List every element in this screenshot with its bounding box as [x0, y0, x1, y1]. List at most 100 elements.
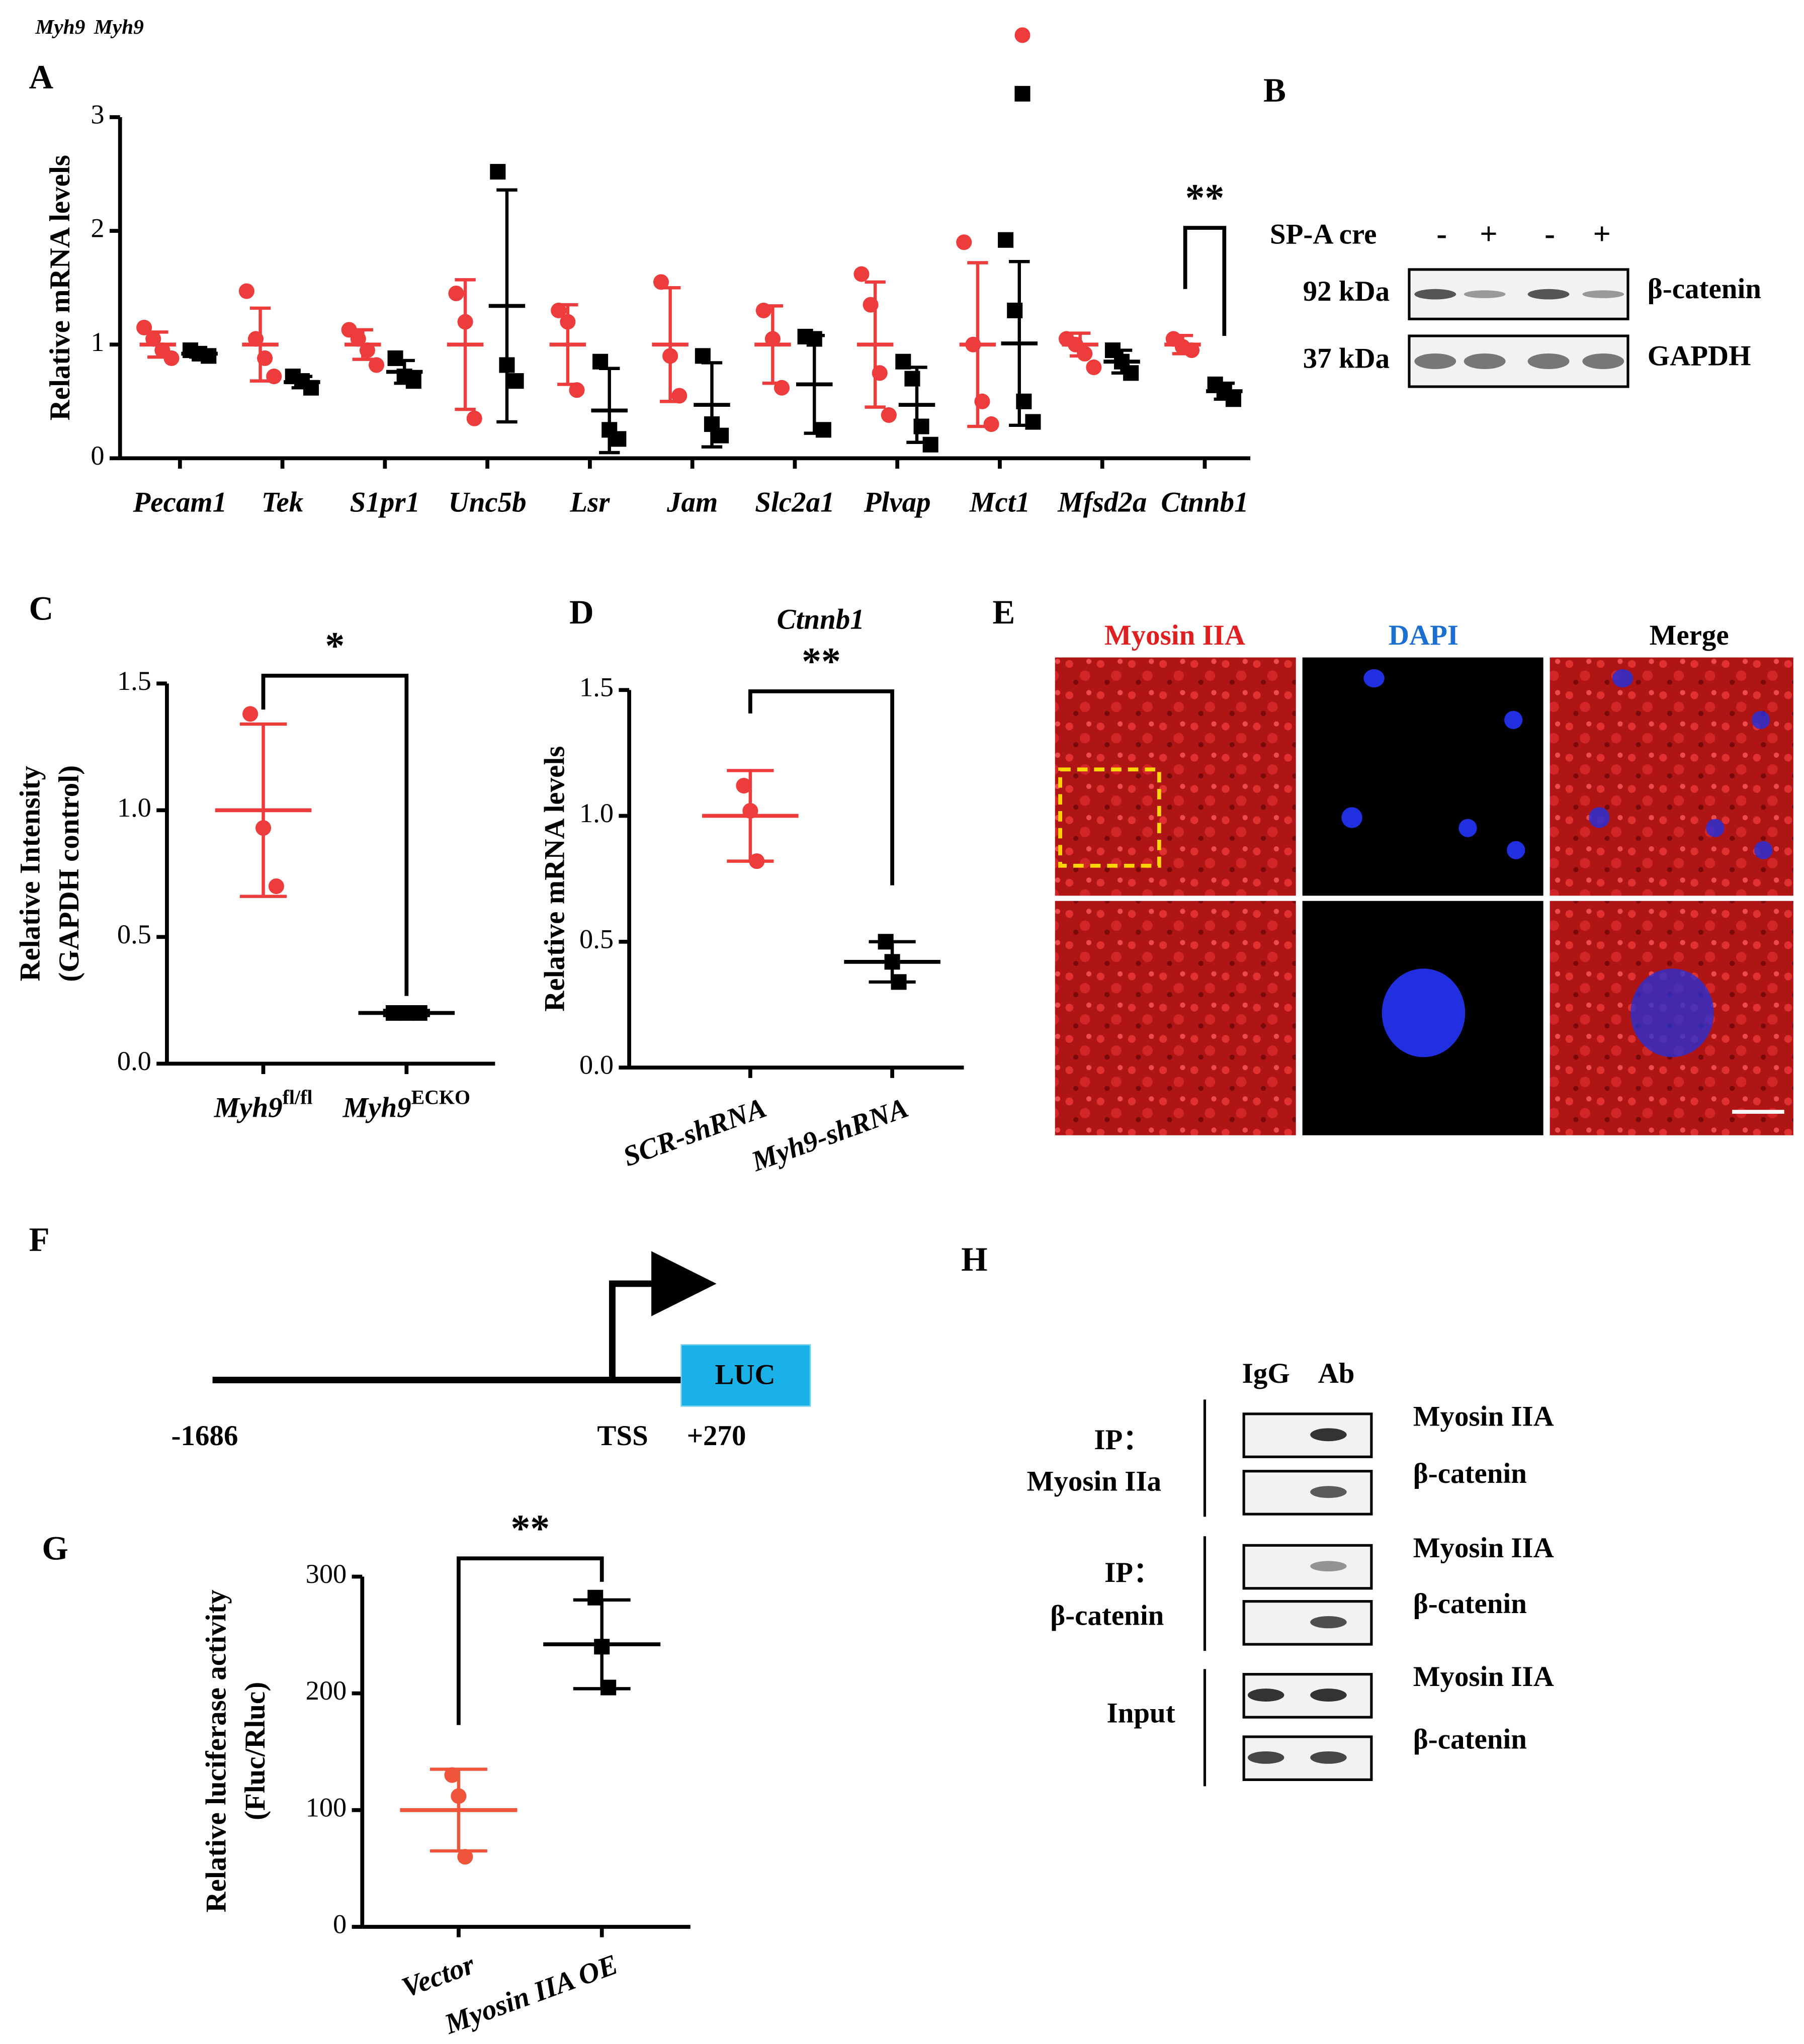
image-dapi [1302, 657, 1543, 896]
y-tick-label: 200 [306, 1675, 347, 1706]
legend-label-base: Myh9 [35, 15, 85, 38]
panel-label: B [1263, 71, 1286, 109]
group-label: β-catenin [1050, 1599, 1164, 1631]
y-axis-label: (GAPDH control) [53, 765, 85, 982]
data-point [884, 954, 900, 970]
y-tick-label: 0.0 [579, 1050, 614, 1080]
x-tick-label: Plvap [864, 487, 931, 518]
data-point [242, 706, 259, 722]
panel-label: E [992, 593, 1015, 631]
y-tick-label: 0.5 [117, 919, 151, 949]
x-tick-label: SCR-shRNA [619, 1092, 770, 1173]
x-tick-label: Vector [398, 1948, 479, 2004]
data-point [1025, 414, 1041, 430]
data-point [268, 878, 284, 895]
panel-label: G [42, 1530, 68, 1567]
y-axis-label: (Fluc/Rluc) [239, 1682, 271, 1820]
significance-bracket [261, 673, 409, 996]
significance-label: ** [802, 640, 841, 683]
tss-arrow [609, 1251, 717, 1380]
data-point [853, 266, 870, 282]
blot-band [1310, 1688, 1347, 1702]
y-axis-label: Relative mRNA levels [539, 746, 571, 1012]
blot-band [1247, 1751, 1284, 1764]
data-point [145, 331, 161, 347]
data-point [257, 350, 273, 366]
data-point [444, 1767, 460, 1783]
data-point [611, 431, 627, 447]
blot-band [1247, 1688, 1284, 1702]
lane-label: Ab [1318, 1358, 1355, 1389]
significance-label: ** [510, 1506, 550, 1550]
blot-band [1310, 1428, 1347, 1442]
data-point [569, 382, 585, 398]
lane-sign: + [1593, 217, 1610, 251]
data-point [136, 319, 152, 335]
group-label: IP： [1094, 1424, 1151, 1456]
image-myosin [1055, 657, 1296, 896]
data-point [490, 164, 506, 180]
group-label: Input [1107, 1698, 1175, 1729]
data-point [695, 348, 711, 364]
x-tick-label: S1pr1 [350, 487, 420, 518]
data-point [662, 348, 678, 364]
band-label: GAPDH [1648, 340, 1751, 372]
data-point [974, 393, 990, 409]
y-tick-label: 0.5 [579, 924, 614, 954]
data-point [1014, 27, 1030, 43]
blot-band [1582, 353, 1624, 370]
band-size: 37 kDa [1303, 343, 1390, 375]
data-point [742, 803, 758, 819]
data-point [998, 232, 1014, 248]
blot-band [1464, 353, 1506, 370]
data-point [956, 234, 972, 250]
band-label: β-catenin [1413, 1588, 1527, 1620]
diagram-label: +270 [687, 1420, 746, 1452]
lane-label: IgG [1242, 1358, 1290, 1389]
data-point [368, 357, 385, 373]
data-point [1123, 365, 1139, 381]
data-point [713, 427, 729, 443]
chart-title: Ctnnb1 [777, 604, 865, 636]
data-point [594, 1639, 610, 1655]
data-point [238, 283, 254, 299]
data-point [965, 336, 981, 352]
image-column-label: DAPI [1389, 619, 1458, 651]
data-point [587, 1589, 604, 1606]
blot-band [1527, 353, 1570, 370]
y-tick-label: 0 [333, 1909, 347, 1939]
data-point [350, 331, 366, 347]
y-tick-label: 2 [91, 213, 104, 243]
data-point [499, 357, 515, 373]
x-tick-label: Pecam1 [132, 487, 227, 518]
data-point [508, 373, 524, 389]
data-point [1086, 359, 1102, 376]
lane-sign: + [1480, 217, 1497, 251]
blot-band [1310, 1751, 1347, 1764]
data-point [891, 974, 907, 990]
data-point [359, 342, 375, 359]
band-size: 92 kDa [1303, 276, 1390, 307]
panel-label: H [961, 1240, 987, 1278]
group-label: Myosin IIa [1027, 1466, 1161, 1497]
data-point [774, 380, 790, 396]
zoom-box [1058, 767, 1161, 868]
band-label: β-catenin [1413, 1458, 1527, 1489]
promoter-diagram [212, 1251, 811, 1407]
data-point [764, 331, 781, 347]
significance-label: * [325, 624, 345, 667]
data-point [1016, 393, 1032, 409]
significance-bracket [1183, 226, 1227, 336]
blot-band [1310, 1561, 1347, 1572]
data-point [815, 422, 831, 438]
x-tick-label: Ctnnb1 [1161, 487, 1248, 518]
x-tick-label: Mct1 [969, 487, 1030, 518]
x-tick-label: Tek [262, 487, 304, 518]
data-point [1225, 391, 1241, 407]
luc-box [680, 1344, 811, 1407]
diagram-label: -1686 [171, 1420, 238, 1452]
image-myosin-zoom [1055, 901, 1296, 1135]
diagram-label: TSS [597, 1420, 648, 1452]
x-tick-label-sup: fl/fl [283, 1086, 313, 1108]
